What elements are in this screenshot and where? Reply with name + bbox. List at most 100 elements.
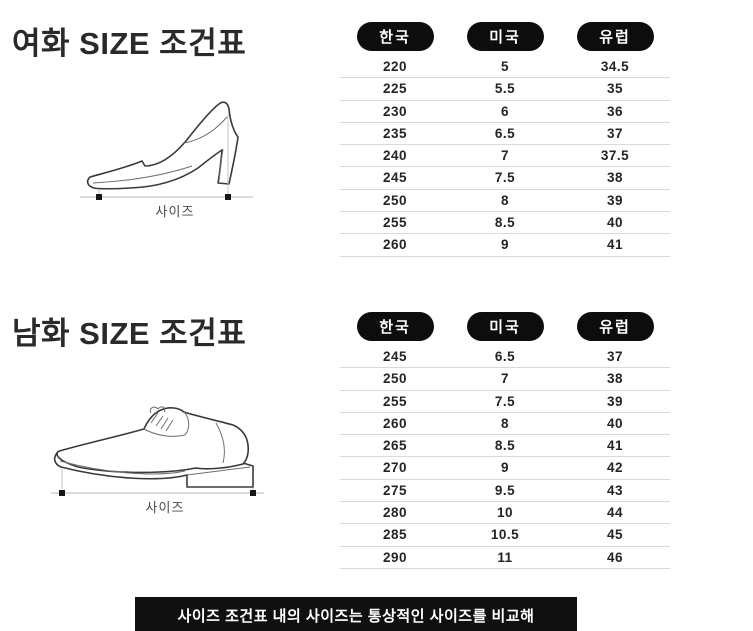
womens-size-table: 한국 미국 유럽 220 5 34.5 225 5.5 35 230 6 36 235 6.5 37 2… [340, 22, 670, 257]
size-table-row: 285 10.5 45 [340, 524, 670, 547]
size-cell: 37.5 [600, 148, 630, 164]
size-cell: 245 [382, 349, 408, 364]
womens-shoe-illustration [70, 92, 265, 227]
size-cell: 240 [382, 148, 408, 164]
size-cell: 45 [606, 527, 624, 543]
size-table-row: 270 9 42 [340, 457, 670, 480]
size-cell: 255 [382, 215, 408, 231]
size-cell: 34.5 [600, 59, 630, 74]
size-table-row: 255 7.5 39 [340, 391, 670, 413]
mens-table-header: 한국 미국 유럽 [340, 312, 670, 342]
size-cell: 37 [606, 349, 624, 364]
size-table-row: 255 8.5 40 [340, 212, 670, 235]
size-cell: 260 [382, 415, 408, 431]
size-cell: 7.5 [494, 393, 516, 409]
size-cell: 39 [606, 192, 624, 208]
size-table-row: 260 8 40 [340, 413, 670, 436]
size-cell: 8 [500, 415, 509, 431]
header-pill-europe: 유럽 [576, 22, 654, 51]
size-cell: 36 [606, 103, 624, 119]
size-cell: 9.5 [494, 482, 516, 498]
size-table-row: 240 7 37.5 [340, 145, 670, 168]
header-pill-korea: 한국 [356, 22, 434, 51]
size-table-row: 250 7 38 [340, 368, 670, 391]
size-cell: 250 [382, 192, 408, 208]
size-cell: 5.5 [494, 81, 516, 97]
size-cell: 10.5 [490, 527, 520, 543]
footer-note-bar: 사이즈 조건표 내의 사이즈는 통상적인 사이즈를 비교해 [135, 597, 577, 631]
header-pill-usa: 미국 [466, 312, 544, 341]
size-cell: 8 [500, 192, 509, 208]
size-cell: 245 [382, 170, 408, 186]
size-table-row: 265 8.5 41 [340, 435, 670, 458]
size-cell: 5 [500, 59, 509, 74]
size-cell: 270 [382, 460, 408, 476]
size-cell: 280 [382, 505, 408, 521]
size-cell: 9 [500, 237, 509, 253]
size-cell: 41 [606, 438, 624, 454]
womens-table-rows: 220 5 34.5 225 5.5 35 230 6 36 235 6.5 37 240 7 37.5 24… [340, 56, 670, 257]
size-cell: 41 [606, 237, 624, 253]
size-cell: 225 [382, 81, 408, 97]
size-cell: 43 [606, 482, 624, 498]
dress-shoe-icon [51, 406, 264, 496]
size-cell: 230 [382, 103, 408, 119]
size-cell: 38 [606, 170, 624, 186]
size-cell: 40 [606, 415, 624, 431]
size-cell: 7 [500, 148, 509, 164]
size-table-row: 235 6.5 37 [340, 123, 670, 146]
size-cell: 44 [606, 505, 624, 521]
size-table-row: 225 5.5 35 [340, 78, 670, 101]
size-table-row: 245 6.5 37 [340, 346, 670, 369]
size-table-row: 290 11 46 [340, 547, 670, 569]
size-cell: 6.5 [494, 125, 516, 141]
size-table-row: 260 9 41 [340, 234, 670, 257]
size-cell: 250 [382, 371, 408, 387]
size-cell: 35 [606, 81, 624, 97]
size-cell: 40 [606, 215, 624, 231]
mens-shoe-illustration [48, 405, 273, 520]
size-cell: 275 [382, 482, 408, 498]
mens-size-dimension-label: 사이즈 [145, 500, 185, 515]
size-cell: 8.5 [494, 438, 516, 454]
size-cell: 46 [606, 549, 624, 565]
footer-note-text: 사이즈 조건표 내의 사이즈는 통상적인 사이즈를 비교해 [177, 608, 535, 625]
heel-shoe-outline [86, 101, 239, 190]
size-cell: 11 [497, 549, 513, 565]
size-table-row: 250 8 39 [340, 190, 670, 213]
size-cell: 265 [382, 438, 408, 454]
size-cell: 220 [382, 59, 408, 74]
size-cell: 7 [500, 371, 509, 387]
high-heel-shoe-icon [80, 101, 253, 200]
womens-size-dimension-label: 사이즈 [155, 204, 195, 219]
womens-section-title: 여화 SIZE 조건표 [12, 26, 247, 61]
size-table-row: 275 9.5 43 [340, 480, 670, 503]
size-cell: 6 [500, 103, 509, 119]
size-cell: 10 [496, 505, 514, 521]
size-cell: 39 [606, 393, 624, 409]
size-cell: 7.5 [494, 170, 516, 186]
size-cell: 42 [606, 460, 624, 476]
size-table-row: 245 7.5 38 [340, 167, 670, 190]
size-table-row: 220 5 34.5 [340, 56, 670, 79]
size-table-row: 230 6 36 [340, 101, 670, 123]
womens-table-header: 한국 미국 유럽 [340, 22, 670, 52]
mens-dimension-line [51, 469, 264, 496]
size-cell: 290 [382, 549, 408, 565]
mens-table-rows: 245 6.5 37 250 7 38 255 7.5 39 260 8 40 265 8.5 41 270 9… [340, 346, 670, 569]
size-cell: 8.5 [494, 215, 516, 231]
size-cell: 9 [500, 460, 509, 476]
size-cell: 37 [606, 125, 624, 141]
header-pill-usa: 미국 [466, 22, 544, 51]
mens-size-table: 한국 미국 유럽 245 6.5 37 250 7 38 255 7.5 39 260 8 40 265… [340, 312, 670, 569]
dress-shoe-outline [53, 406, 254, 488]
size-cell: 38 [606, 371, 624, 387]
size-cell: 260 [382, 237, 408, 253]
mens-section-title: 남화 SIZE 조건표 [12, 316, 247, 351]
size-cell: 285 [382, 527, 408, 543]
size-cell: 255 [382, 393, 408, 409]
size-cell: 6.5 [494, 349, 516, 364]
header-pill-korea: 한국 [356, 312, 434, 341]
header-pill-europe: 유럽 [576, 312, 654, 341]
